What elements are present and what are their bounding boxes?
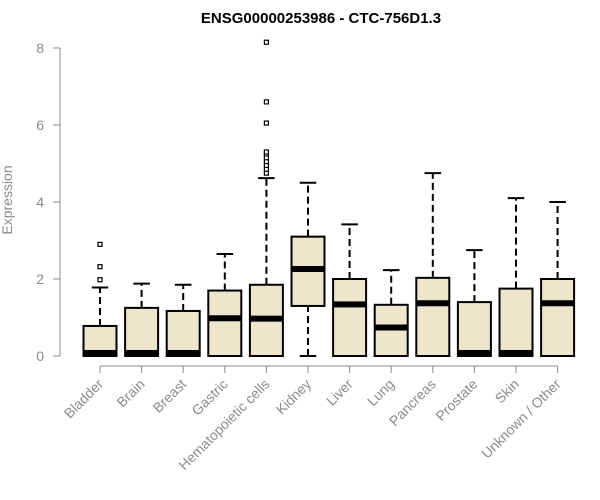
box-pancreas [415,172,451,357]
outlier-point [263,99,269,105]
median-line [416,300,450,307]
box-body [207,289,243,357]
x-tick-label: Liver [323,376,356,409]
y-tick-label: 6 [36,117,44,133]
box-lung [373,269,409,358]
median-line [166,350,200,356]
median-line [374,324,408,331]
box-body [165,309,201,357]
box-body [498,287,534,357]
chart-title: ENSG00000253986 - CTC-756D1.3 [201,10,441,27]
median-line [541,300,575,307]
y-axis: 0 2 4 6 8 [36,40,61,364]
y-tick-label: 0 [36,348,44,364]
box-kidney [290,181,326,357]
x-tick-label: Unknown / Other [478,376,564,462]
box-body [415,276,451,357]
box-hematopoietic-cells [248,39,284,357]
outlier-point [97,264,103,270]
outlier-point [97,241,103,247]
box-prostate [456,249,492,358]
x-tick-label: Bladder [61,376,107,422]
outlier-point [263,120,269,126]
box-skin [498,197,534,357]
median-line [249,315,283,322]
y-axis-label: Expression [0,165,15,234]
y-tick-label: 2 [36,271,44,287]
median-line [333,301,367,308]
box-body [332,278,368,357]
outlier-point [97,277,103,283]
outlier-point [263,149,269,155]
box-body [124,306,160,357]
median-line [83,350,117,356]
x-tick-label: Skin [492,376,523,407]
x-tick-label: Prostate [432,376,480,424]
median-line [125,350,159,356]
box-bladder [82,241,118,358]
median-line [208,315,242,322]
median-line [291,265,325,272]
box-gastric [207,252,243,357]
x-tick-label: Kidney [273,376,315,418]
y-tick-label: 4 [36,194,44,210]
boxes-layer [82,39,576,358]
x-tick-label: Brain [113,376,147,410]
x-tick-label: Lung [364,376,397,409]
x-tick-label: Breast [149,376,189,416]
box-liver [332,223,368,357]
median-line [499,350,533,356]
median-line [457,350,491,356]
box-body [456,301,492,358]
box-breast [165,283,201,357]
box-brain [124,282,160,357]
box-unknown-other [540,201,576,357]
y-tick-label: 8 [36,40,44,56]
outlier-point [263,39,269,45]
box-body [540,278,576,357]
